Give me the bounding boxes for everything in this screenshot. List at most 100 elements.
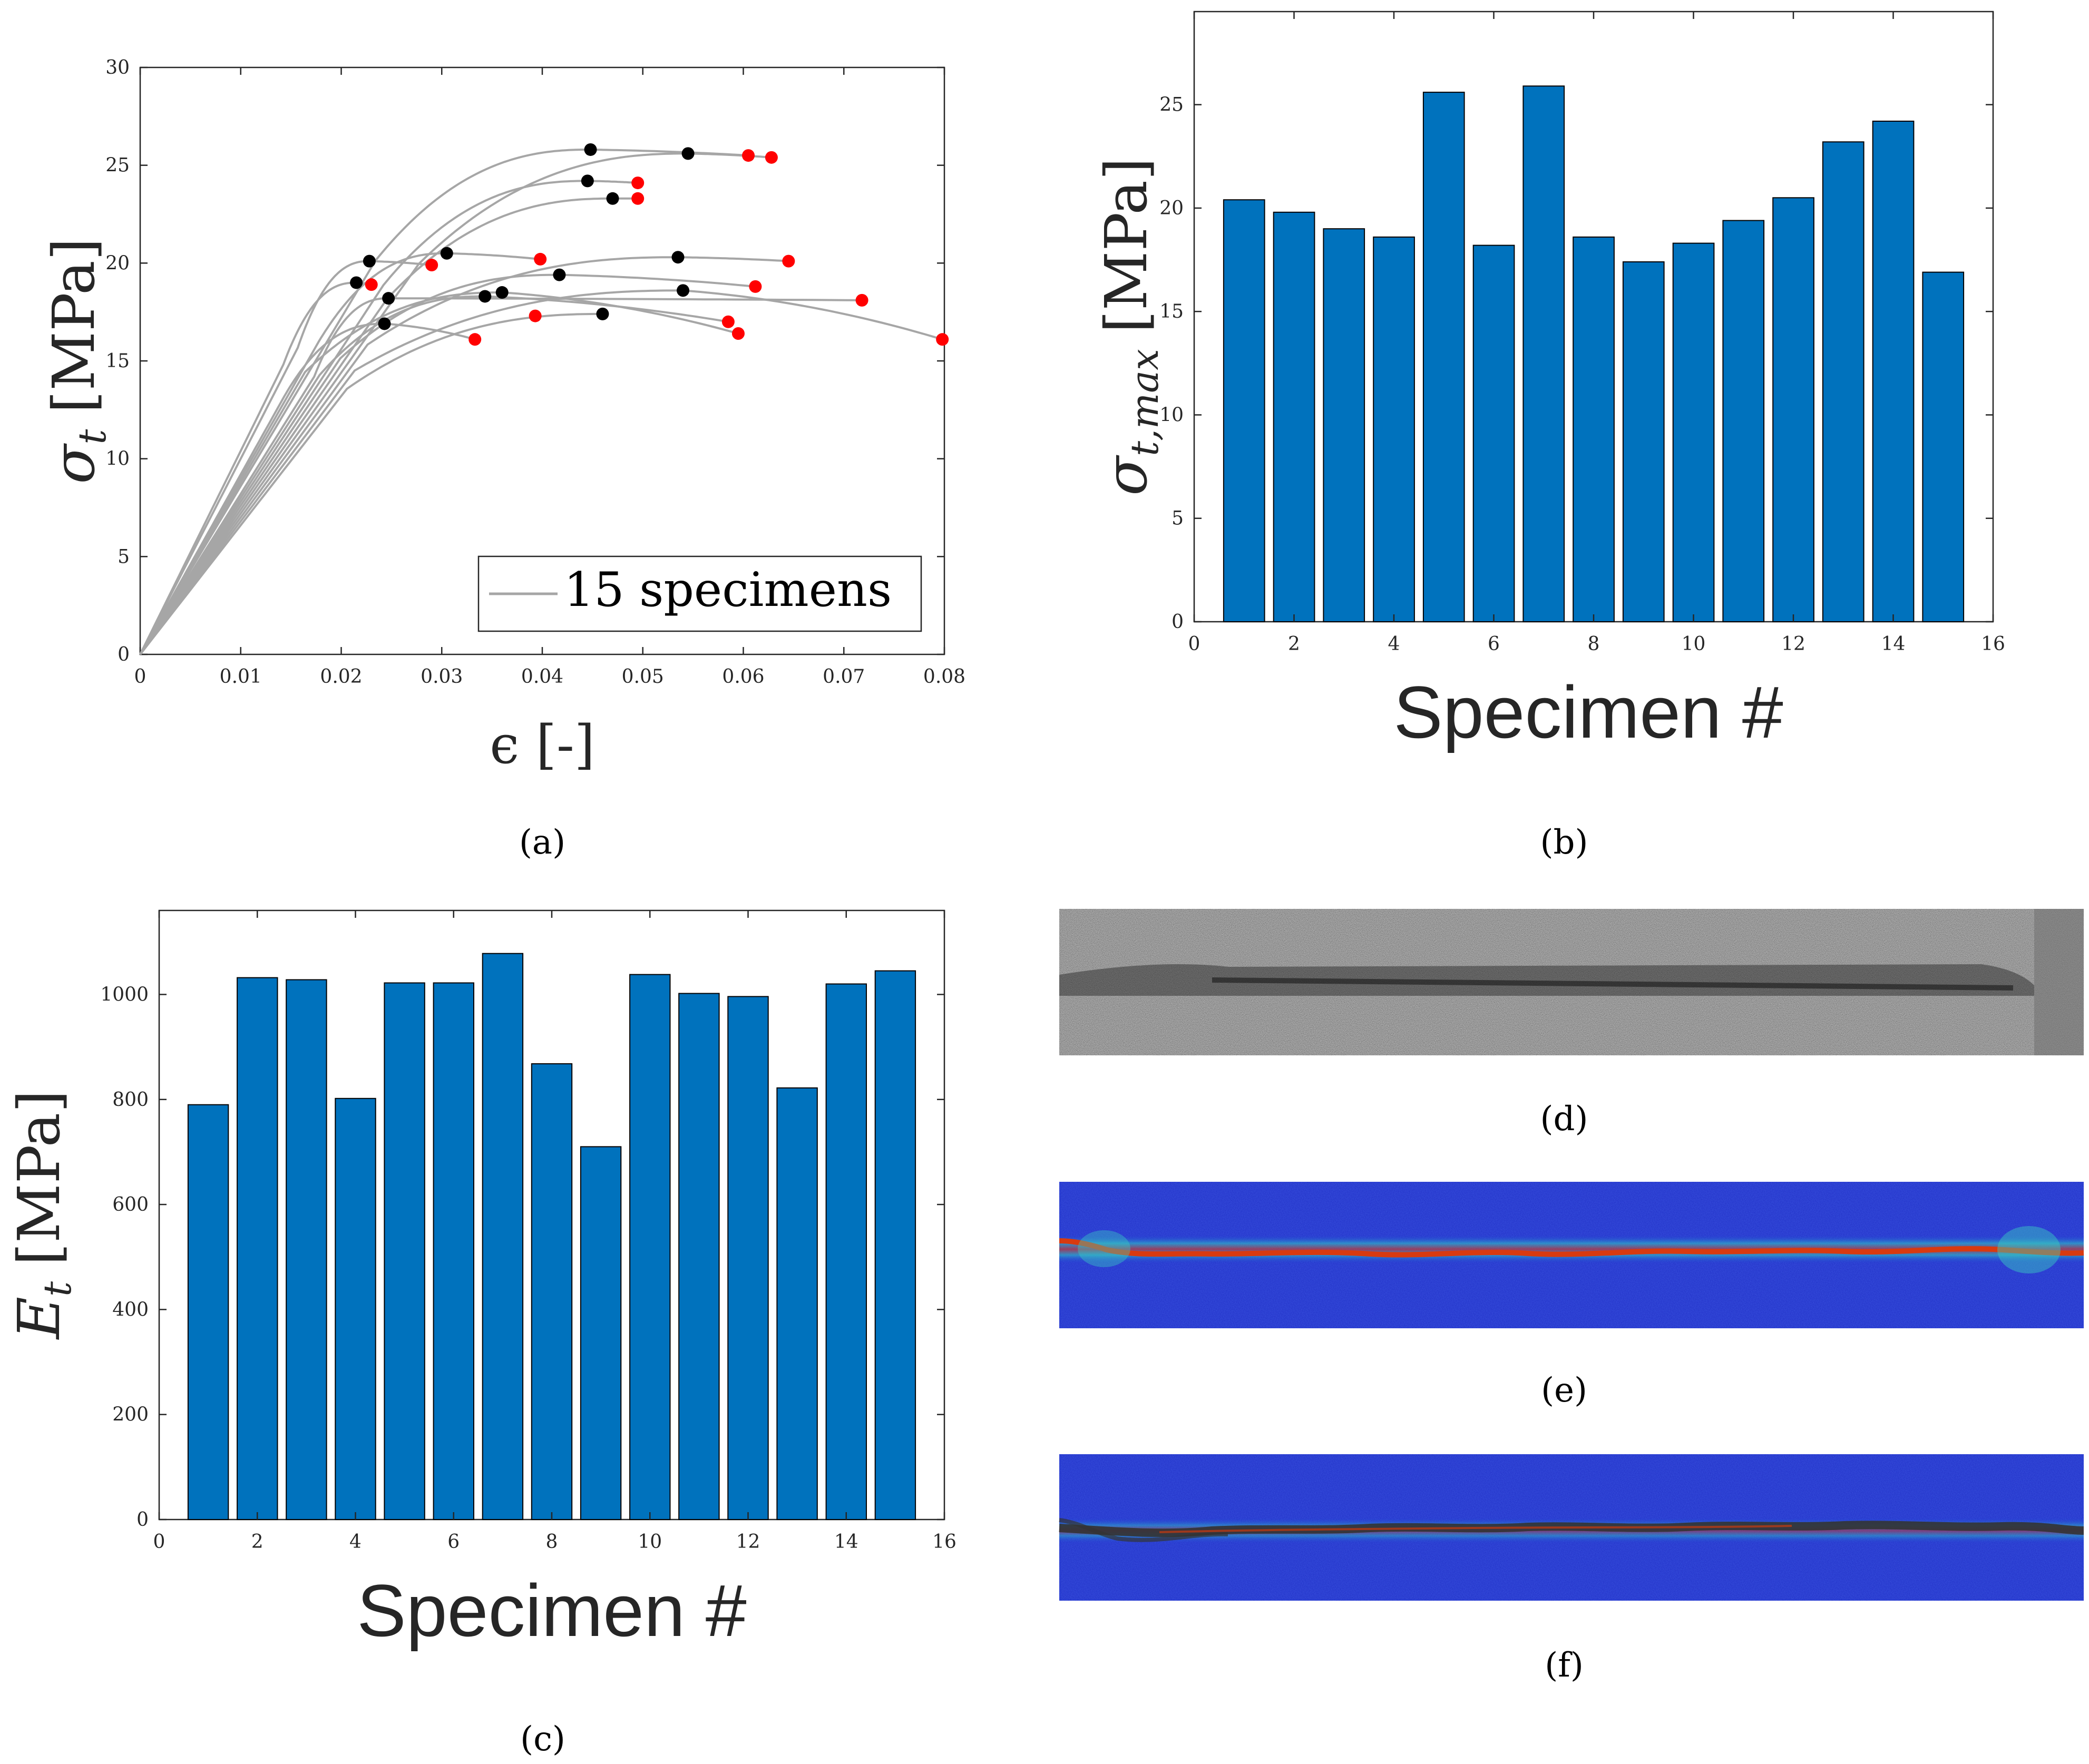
failure-point <box>855 293 868 307</box>
x-tick-label: 2 <box>251 1531 263 1553</box>
x-axis-label: ϵ [-] <box>490 714 595 776</box>
y-tick-label: 10 <box>1159 404 1184 426</box>
crack-shadow <box>1059 964 2034 996</box>
bar-specimen-9 <box>1622 261 1665 622</box>
bar-specimen-4 <box>1373 236 1415 622</box>
bar-specimen-6 <box>1472 244 1515 623</box>
y-tick-label: 15 <box>1159 301 1184 322</box>
max-stress-point <box>382 292 395 305</box>
stress-strain-curve <box>139 291 739 655</box>
x-tick-label: 6 <box>1488 633 1500 655</box>
bar-specimen-15 <box>1922 271 1965 622</box>
x-tick-label: 6 <box>447 1531 460 1553</box>
failure-point <box>742 149 755 162</box>
crack-strain-line <box>1059 1238 2084 1258</box>
stress-strain-curve <box>139 260 432 655</box>
y-axis-subscript: t <box>70 428 114 444</box>
bar-specimen-13 <box>776 1087 818 1521</box>
x-tick-label: 0.01 <box>220 666 262 688</box>
y-axis-label: σt [MPa] <box>40 238 114 484</box>
failure-point <box>721 315 735 328</box>
bar-specimen-12 <box>727 996 769 1520</box>
bar-specimen-8 <box>1573 236 1615 622</box>
max-stress-point <box>671 251 685 264</box>
crack-strain-edge <box>1159 1525 1792 1533</box>
x-tick-label: 0 <box>153 1531 165 1553</box>
grip-strain-zone <box>1997 1226 2061 1273</box>
x-tick-label: 12 <box>1781 633 1805 655</box>
y-axis-symbol: σ <box>1092 455 1160 496</box>
bar-specimen-3 <box>1323 228 1365 622</box>
bar-group <box>1223 85 1965 623</box>
y-tick-label: 5 <box>118 546 130 567</box>
x-tick-label: 4 <box>349 1531 362 1553</box>
y-tick-label: 0 <box>118 644 130 665</box>
failure-point <box>749 280 762 293</box>
y-tick-label: 0 <box>136 1509 149 1531</box>
y-axis-unit: [MPa] <box>5 1090 73 1266</box>
x-tick-label: 0.07 <box>823 666 865 688</box>
grip-strain-zone-left <box>1078 1230 1130 1267</box>
marker-group <box>350 143 949 346</box>
y-axis-unit: [MPa] <box>1092 158 1160 333</box>
x-tick-label: 12 <box>736 1531 760 1553</box>
failure-point <box>365 278 378 291</box>
stress-strain-curve <box>139 256 789 655</box>
x-tick-label: 0.08 <box>923 666 965 688</box>
y-axis-unit: [MPa] <box>40 238 108 413</box>
bar-specimen-9 <box>580 1146 622 1520</box>
max-stress-point <box>479 290 492 303</box>
panel-label-f: (f) <box>1545 1646 1584 1685</box>
failure-point <box>425 259 438 272</box>
bar-specimen-1 <box>187 1104 229 1520</box>
y-tick-label: 15 <box>105 350 130 372</box>
grip-region <box>2034 909 2084 1055</box>
x-tick-label: 8 <box>1588 633 1600 655</box>
tick-group: 0 2 4 6 8 10 12 14 16 0 200 400 600 800 1000 <box>100 910 956 1553</box>
max-stress-point <box>553 268 566 281</box>
bar-specimen-7 <box>482 953 524 1520</box>
failure-point <box>782 254 795 268</box>
curve-group <box>139 149 943 655</box>
stress-strain-curve <box>139 289 943 655</box>
bar-specimen-2 <box>1273 211 1315 622</box>
tick-group: 0 0.01 0.02 0.03 0.04 0.05 0.06 0.07 0.08 0 5 10 15 2… <box>105 57 965 688</box>
x-tick-label: 8 <box>546 1531 558 1553</box>
y-tick-label: 20 <box>105 252 130 274</box>
stress-strain-curve <box>139 149 749 655</box>
max-stress-point <box>495 286 509 299</box>
x-axis-title: Specimen # <box>1393 671 1783 753</box>
y-tick-label: 5 <box>1172 508 1184 530</box>
x-tick-label: 14 <box>834 1531 858 1553</box>
failure-point <box>765 151 778 164</box>
max-stress-point <box>363 254 376 268</box>
bar-specimen-3 <box>286 979 327 1520</box>
y-tick-label: 400 <box>112 1299 149 1320</box>
y-axis-label: σt,max [MPa] <box>1092 158 1167 496</box>
strain-field-overlay-image: (f) <box>1059 1454 2084 1685</box>
x-tick-label: 14 <box>1881 633 1906 655</box>
failure-point <box>529 309 542 322</box>
bar-specimen-11 <box>678 993 720 1520</box>
y-tick-label: 30 <box>105 57 130 79</box>
speckle-specimen-image: (d) <box>1059 909 2084 1139</box>
panel-label-e: (e) <box>1541 1371 1587 1410</box>
x-tick-label: 0 <box>1188 633 1200 655</box>
x-tick-label: 0.06 <box>722 666 764 688</box>
x-axis-title: Specimen # <box>357 1569 746 1652</box>
y-tick-label: 200 <box>112 1404 149 1426</box>
modulus-bar-chart: 0 2 4 6 8 10 12 14 16 0 200 400 600 800 1000 Specimen … <box>5 909 956 1759</box>
y-axis-symbol: σ <box>40 443 108 484</box>
x-tick-label: 0 <box>134 666 147 688</box>
bar-specimen-14 <box>1872 121 1915 622</box>
stress-strain-curve <box>139 197 638 655</box>
bar-specimen-14 <box>825 983 867 1520</box>
x-tick-label: 0.04 <box>521 666 563 688</box>
y-tick-label: 0 <box>1172 611 1184 633</box>
y-tick-label: 20 <box>1159 198 1184 219</box>
max-stress-point <box>584 143 597 156</box>
max-stress-point <box>350 276 363 289</box>
stress-strain-chart: 0 0.01 0.02 0.03 0.04 0.05 0.06 0.07 0.08 0 5 10 15 2… <box>40 57 965 862</box>
bar-specimen-7 <box>1522 85 1565 623</box>
